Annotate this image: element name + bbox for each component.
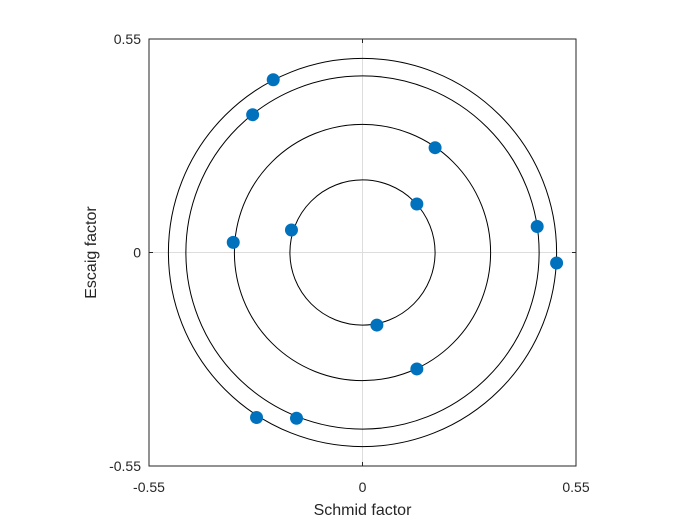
- scatter-point: [370, 318, 384, 332]
- scatter-point: [410, 197, 424, 211]
- scatter-point: [284, 223, 298, 237]
- x-axis-ticks: -0.55 0 0.55: [133, 39, 590, 495]
- scatter-point: [530, 219, 544, 233]
- reference-circle: [233, 123, 492, 382]
- scatter-point: [266, 73, 280, 87]
- x-tick-label: 0: [359, 479, 367, 495]
- x-axis-label: Schmid factor: [314, 502, 412, 519]
- x-tick-label: -0.55: [133, 479, 165, 495]
- y-axis-ticks: -0.55 0 0.55: [109, 31, 576, 474]
- data-points: [226, 73, 564, 425]
- reference-circle: [289, 179, 436, 326]
- reference-circles: [167, 57, 558, 448]
- reference-circle: [185, 75, 540, 430]
- scatter-point: [410, 362, 424, 376]
- scatter-point: [226, 235, 240, 249]
- y-tick-label: 0: [133, 245, 141, 261]
- zero-grid-lines: [149, 39, 576, 466]
- y-tick-label: 0.55: [114, 31, 141, 47]
- y-axis-label: Escaig factor: [83, 206, 100, 299]
- scatter-point: [428, 141, 442, 155]
- y-tick-label: -0.55: [109, 458, 141, 474]
- scatter-point: [550, 256, 564, 270]
- scatter-point: [246, 108, 260, 122]
- scatter-point: [290, 411, 304, 425]
- x-tick-label: 0.55: [562, 479, 589, 495]
- reference-circle: [167, 57, 558, 448]
- scatter-point: [250, 410, 264, 424]
